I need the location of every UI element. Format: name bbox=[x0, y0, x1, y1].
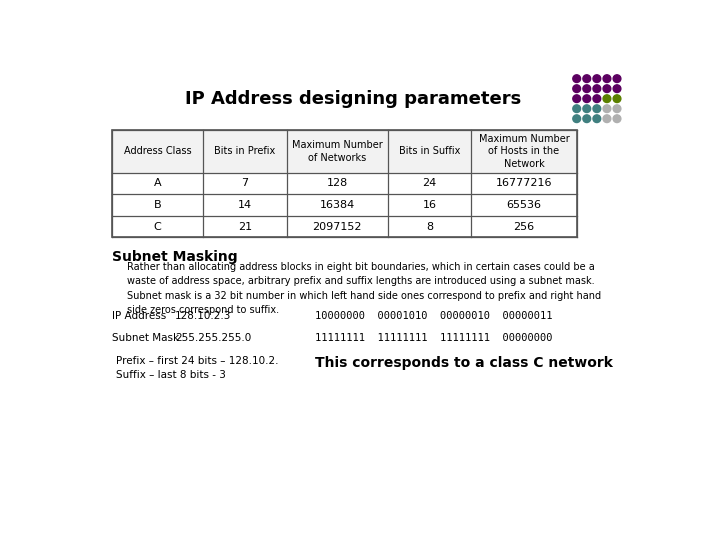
Text: This corresponds to a class C network: This corresponds to a class C network bbox=[315, 356, 613, 370]
Text: 128.10.2.3: 128.10.2.3 bbox=[175, 311, 232, 321]
Text: 16384: 16384 bbox=[320, 200, 355, 210]
Text: Maximum Number
of Hosts in the
Network: Maximum Number of Hosts in the Network bbox=[479, 134, 570, 169]
Text: B: B bbox=[153, 200, 161, 210]
Text: Prefix – first 24 bits – 128.10.2.: Prefix – first 24 bits – 128.10.2. bbox=[117, 356, 279, 366]
Circle shape bbox=[573, 75, 580, 83]
Circle shape bbox=[613, 85, 621, 92]
Circle shape bbox=[603, 95, 611, 103]
Text: 256: 256 bbox=[513, 221, 534, 232]
Text: C: C bbox=[153, 221, 161, 232]
Text: IP Address designing parameters: IP Address designing parameters bbox=[185, 90, 521, 109]
Circle shape bbox=[613, 95, 621, 103]
Bar bbox=[112, 130, 577, 173]
Text: 10000000  00001010  00000010  00000011: 10000000 00001010 00000010 00000011 bbox=[315, 311, 552, 321]
Text: 7: 7 bbox=[241, 178, 248, 188]
Circle shape bbox=[583, 75, 590, 83]
Text: 2097152: 2097152 bbox=[312, 221, 362, 232]
Circle shape bbox=[573, 85, 580, 92]
Circle shape bbox=[593, 105, 600, 112]
Circle shape bbox=[583, 95, 590, 103]
Circle shape bbox=[573, 95, 580, 103]
Circle shape bbox=[613, 115, 621, 123]
Circle shape bbox=[593, 75, 600, 83]
Circle shape bbox=[593, 115, 600, 123]
Text: Bits in Suffix: Bits in Suffix bbox=[399, 146, 460, 157]
Circle shape bbox=[593, 95, 600, 103]
Text: Rather than allocating address blocks in eight bit boundaries, which in certain : Rather than allocating address blocks in… bbox=[127, 262, 601, 315]
Text: 14: 14 bbox=[238, 200, 252, 210]
Circle shape bbox=[603, 75, 611, 83]
Bar bbox=[112, 130, 577, 237]
Circle shape bbox=[583, 85, 590, 92]
Text: Bits in Prefix: Bits in Prefix bbox=[215, 146, 276, 157]
Text: Subnet Mask: Subnet Mask bbox=[112, 333, 179, 343]
Text: 255.255.255.0: 255.255.255.0 bbox=[175, 333, 251, 343]
Circle shape bbox=[583, 115, 590, 123]
Text: 24: 24 bbox=[423, 178, 436, 188]
Text: 65536: 65536 bbox=[506, 200, 541, 210]
Circle shape bbox=[603, 85, 611, 92]
Text: 128: 128 bbox=[327, 178, 348, 188]
Circle shape bbox=[593, 85, 600, 92]
Text: A: A bbox=[153, 178, 161, 188]
Circle shape bbox=[613, 75, 621, 83]
Circle shape bbox=[583, 105, 590, 112]
Text: 8: 8 bbox=[426, 221, 433, 232]
Circle shape bbox=[613, 105, 621, 112]
Text: Subnet Masking: Subnet Masking bbox=[112, 249, 238, 264]
Circle shape bbox=[573, 115, 580, 123]
Circle shape bbox=[573, 105, 580, 112]
Text: 11111111  11111111  11111111  00000000: 11111111 11111111 11111111 00000000 bbox=[315, 333, 552, 343]
Text: Address Class: Address Class bbox=[124, 146, 192, 157]
Text: 16: 16 bbox=[423, 200, 436, 210]
Circle shape bbox=[603, 105, 611, 112]
Circle shape bbox=[603, 115, 611, 123]
Text: Maximum Number
of Networks: Maximum Number of Networks bbox=[292, 140, 382, 163]
Text: Suffix – last 8 bits - 3: Suffix – last 8 bits - 3 bbox=[117, 370, 226, 380]
Text: 21: 21 bbox=[238, 221, 252, 232]
Text: IP Address: IP Address bbox=[112, 311, 166, 321]
Text: 16777216: 16777216 bbox=[496, 178, 552, 188]
